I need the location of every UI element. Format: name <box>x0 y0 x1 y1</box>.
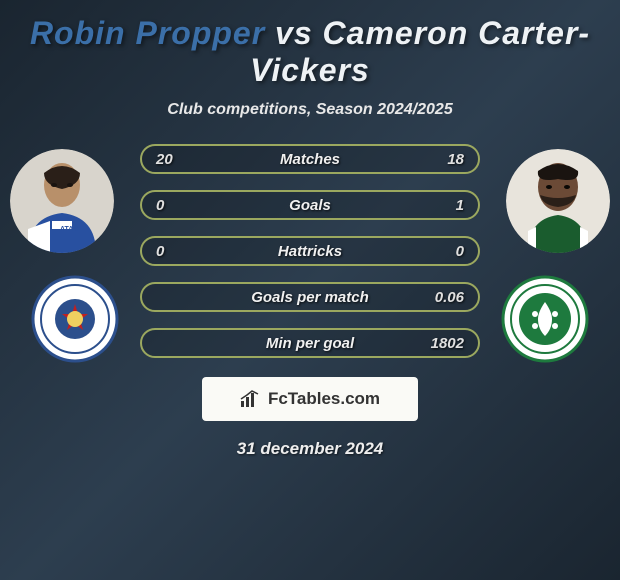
stat-label: Hattricks <box>206 243 414 260</box>
stat-left-value: 0 <box>156 197 206 214</box>
stat-bars: 20 Matches 18 0 Goals 1 0 Hattricks 0 Go… <box>140 144 480 374</box>
player1-avatar: ATAC <box>10 149 114 253</box>
comparison-title: Robin Propper vs Cameron Carter-Vickers <box>15 15 605 89</box>
stat-row-min-per-goal: Min per goal 1802 <box>140 328 480 358</box>
stat-right-value: 18 <box>414 151 464 168</box>
svg-text:ATAC: ATAC <box>60 226 78 233</box>
stat-row-goals: 0 Goals 1 <box>140 190 480 220</box>
stat-left-value: 0 <box>156 243 206 260</box>
chart-icon <box>240 390 262 408</box>
club2-badge <box>500 274 590 364</box>
stat-row-matches: 20 Matches 18 <box>140 144 480 174</box>
stat-left-value: 20 <box>156 151 206 168</box>
stat-right-value: 1802 <box>414 335 464 352</box>
brand-text: FcTables.com <box>268 389 380 409</box>
date-text: 31 december 2024 <box>15 439 605 459</box>
stat-label: Matches <box>206 151 414 168</box>
stat-label: Goals per match <box>206 289 414 306</box>
comparison-area: ATAC <box>15 139 605 369</box>
stat-row-hattricks: 0 Hattricks 0 <box>140 236 480 266</box>
stat-label: Min per goal <box>206 335 414 352</box>
stat-label: Goals <box>206 197 414 214</box>
brand-badge: FcTables.com <box>202 377 418 421</box>
vs-text: vs <box>275 15 313 51</box>
stat-right-value: 0 <box>414 243 464 260</box>
player2-avatar <box>506 149 610 253</box>
stat-right-value: 1 <box>414 197 464 214</box>
subtitle: Club competitions, Season 2024/2025 <box>15 101 605 119</box>
stat-row-goals-per-match: Goals per match 0.06 <box>140 282 480 312</box>
club1-badge <box>30 274 120 364</box>
stat-right-value: 0.06 <box>414 289 464 306</box>
player1-name: Robin Propper <box>30 15 265 51</box>
